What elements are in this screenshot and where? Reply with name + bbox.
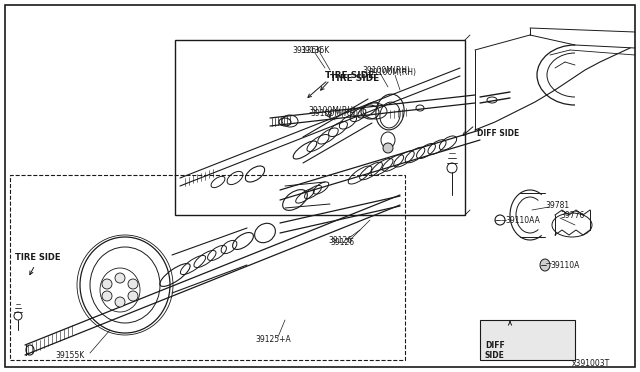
Bar xyxy=(480,320,575,360)
Text: 39110AA: 39110AA xyxy=(505,215,540,224)
Text: 39100M(RH): 39100M(RH) xyxy=(310,109,358,118)
Text: 39781: 39781 xyxy=(545,201,569,209)
Ellipse shape xyxy=(540,259,550,271)
Bar xyxy=(10,175,405,360)
Ellipse shape xyxy=(115,297,125,307)
Bar xyxy=(175,40,465,215)
Ellipse shape xyxy=(128,291,138,301)
Text: 39776: 39776 xyxy=(560,211,584,219)
Text: 39100M(RH): 39100M(RH) xyxy=(362,65,410,74)
Text: 39155K: 39155K xyxy=(55,350,84,359)
Text: 39100M(RH): 39100M(RH) xyxy=(308,106,356,115)
Text: DIFF SIDE: DIFF SIDE xyxy=(477,128,519,138)
Text: x391003T: x391003T xyxy=(572,359,611,368)
Text: 39110A: 39110A xyxy=(550,260,579,269)
Text: DIFF: DIFF xyxy=(485,340,505,350)
Ellipse shape xyxy=(128,279,138,289)
Ellipse shape xyxy=(115,273,125,283)
Text: 39136K: 39136K xyxy=(292,45,321,55)
Text: 39125+A: 39125+A xyxy=(255,336,291,344)
Text: TIRE SIDE: TIRE SIDE xyxy=(325,71,374,80)
Text: TIRE SIDE: TIRE SIDE xyxy=(330,74,380,83)
Text: SIDE: SIDE xyxy=(485,350,505,359)
Text: 39126: 39126 xyxy=(328,235,352,244)
Text: 39126: 39126 xyxy=(330,237,354,247)
Ellipse shape xyxy=(102,291,112,301)
Ellipse shape xyxy=(383,143,393,153)
Text: 39100M(RH): 39100M(RH) xyxy=(368,67,416,77)
Ellipse shape xyxy=(102,279,112,289)
Text: 39136K: 39136K xyxy=(300,45,329,55)
Text: TIRE SIDE: TIRE SIDE xyxy=(15,253,61,263)
